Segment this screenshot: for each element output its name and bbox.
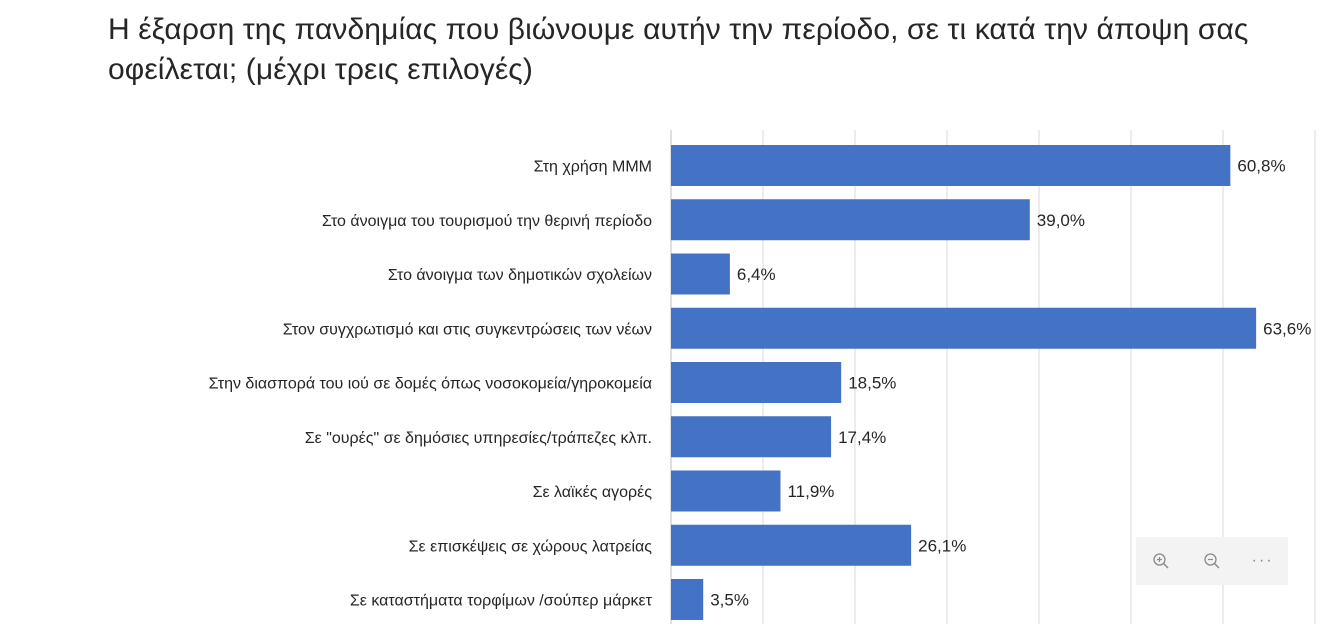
- zoom-out-button[interactable]: [1194, 543, 1230, 579]
- data-label: 11,9%: [787, 482, 834, 501]
- category-label: Στη χρήση ΜΜΜ: [534, 159, 652, 176]
- category-label: Σε καταστήματα τορφίμων /σούπερ μάρκετ: [350, 593, 653, 610]
- category-label: Σε λαϊκές αγορές: [533, 484, 653, 501]
- data-label: 6,4%: [737, 265, 776, 284]
- bar[interactable]: [671, 199, 1030, 241]
- category-label: Στον συγχρωτισμό και στις συγκεντρώσεις …: [283, 321, 652, 338]
- bar[interactable]: [671, 362, 842, 403]
- category-label: Στο άνοιγμα του τουρισμού την θερινή περ…: [322, 213, 652, 230]
- zoom-out-icon: [1204, 553, 1220, 569]
- zoom-in-icon: [1153, 553, 1169, 569]
- data-label: 17,4%: [838, 428, 886, 447]
- category-label: Στο άνοιγμα των δημοτικών σχολείων: [388, 267, 652, 284]
- bar[interactable]: [671, 253, 730, 295]
- category-label: Στην διασπορά του ιού σε δομές όπως νοσο…: [209, 376, 652, 393]
- data-label: 39,0%: [1037, 211, 1085, 230]
- bar[interactable]: [671, 416, 832, 458]
- bar[interactable]: [671, 524, 912, 566]
- data-label: 3,5%: [710, 591, 749, 610]
- category-label: Σε επισκέψεις σε χώρους λατρείας: [409, 538, 653, 555]
- data-label: 60,8%: [1237, 157, 1285, 176]
- category-label: Σε "ουρές" σε δημόσιες υπηρεσίες/τράπεζε…: [305, 430, 652, 447]
- bar[interactable]: [671, 307, 1257, 349]
- data-label: 26,1%: [918, 536, 966, 555]
- zoom-in-button[interactable]: [1143, 543, 1179, 579]
- bar[interactable]: [671, 579, 704, 620]
- bar[interactable]: [671, 145, 1231, 186]
- more-options-button[interactable]: ···: [1251, 552, 1274, 569]
- bar[interactable]: [671, 470, 781, 512]
- chart-title: Η έξαρση της πανδημίας που βιώνουμε αυτή…: [108, 13, 1249, 86]
- data-label: 63,6%: [1263, 319, 1311, 338]
- chart-toolbar: ···: [1136, 537, 1288, 585]
- data-label: 18,5%: [848, 374, 896, 393]
